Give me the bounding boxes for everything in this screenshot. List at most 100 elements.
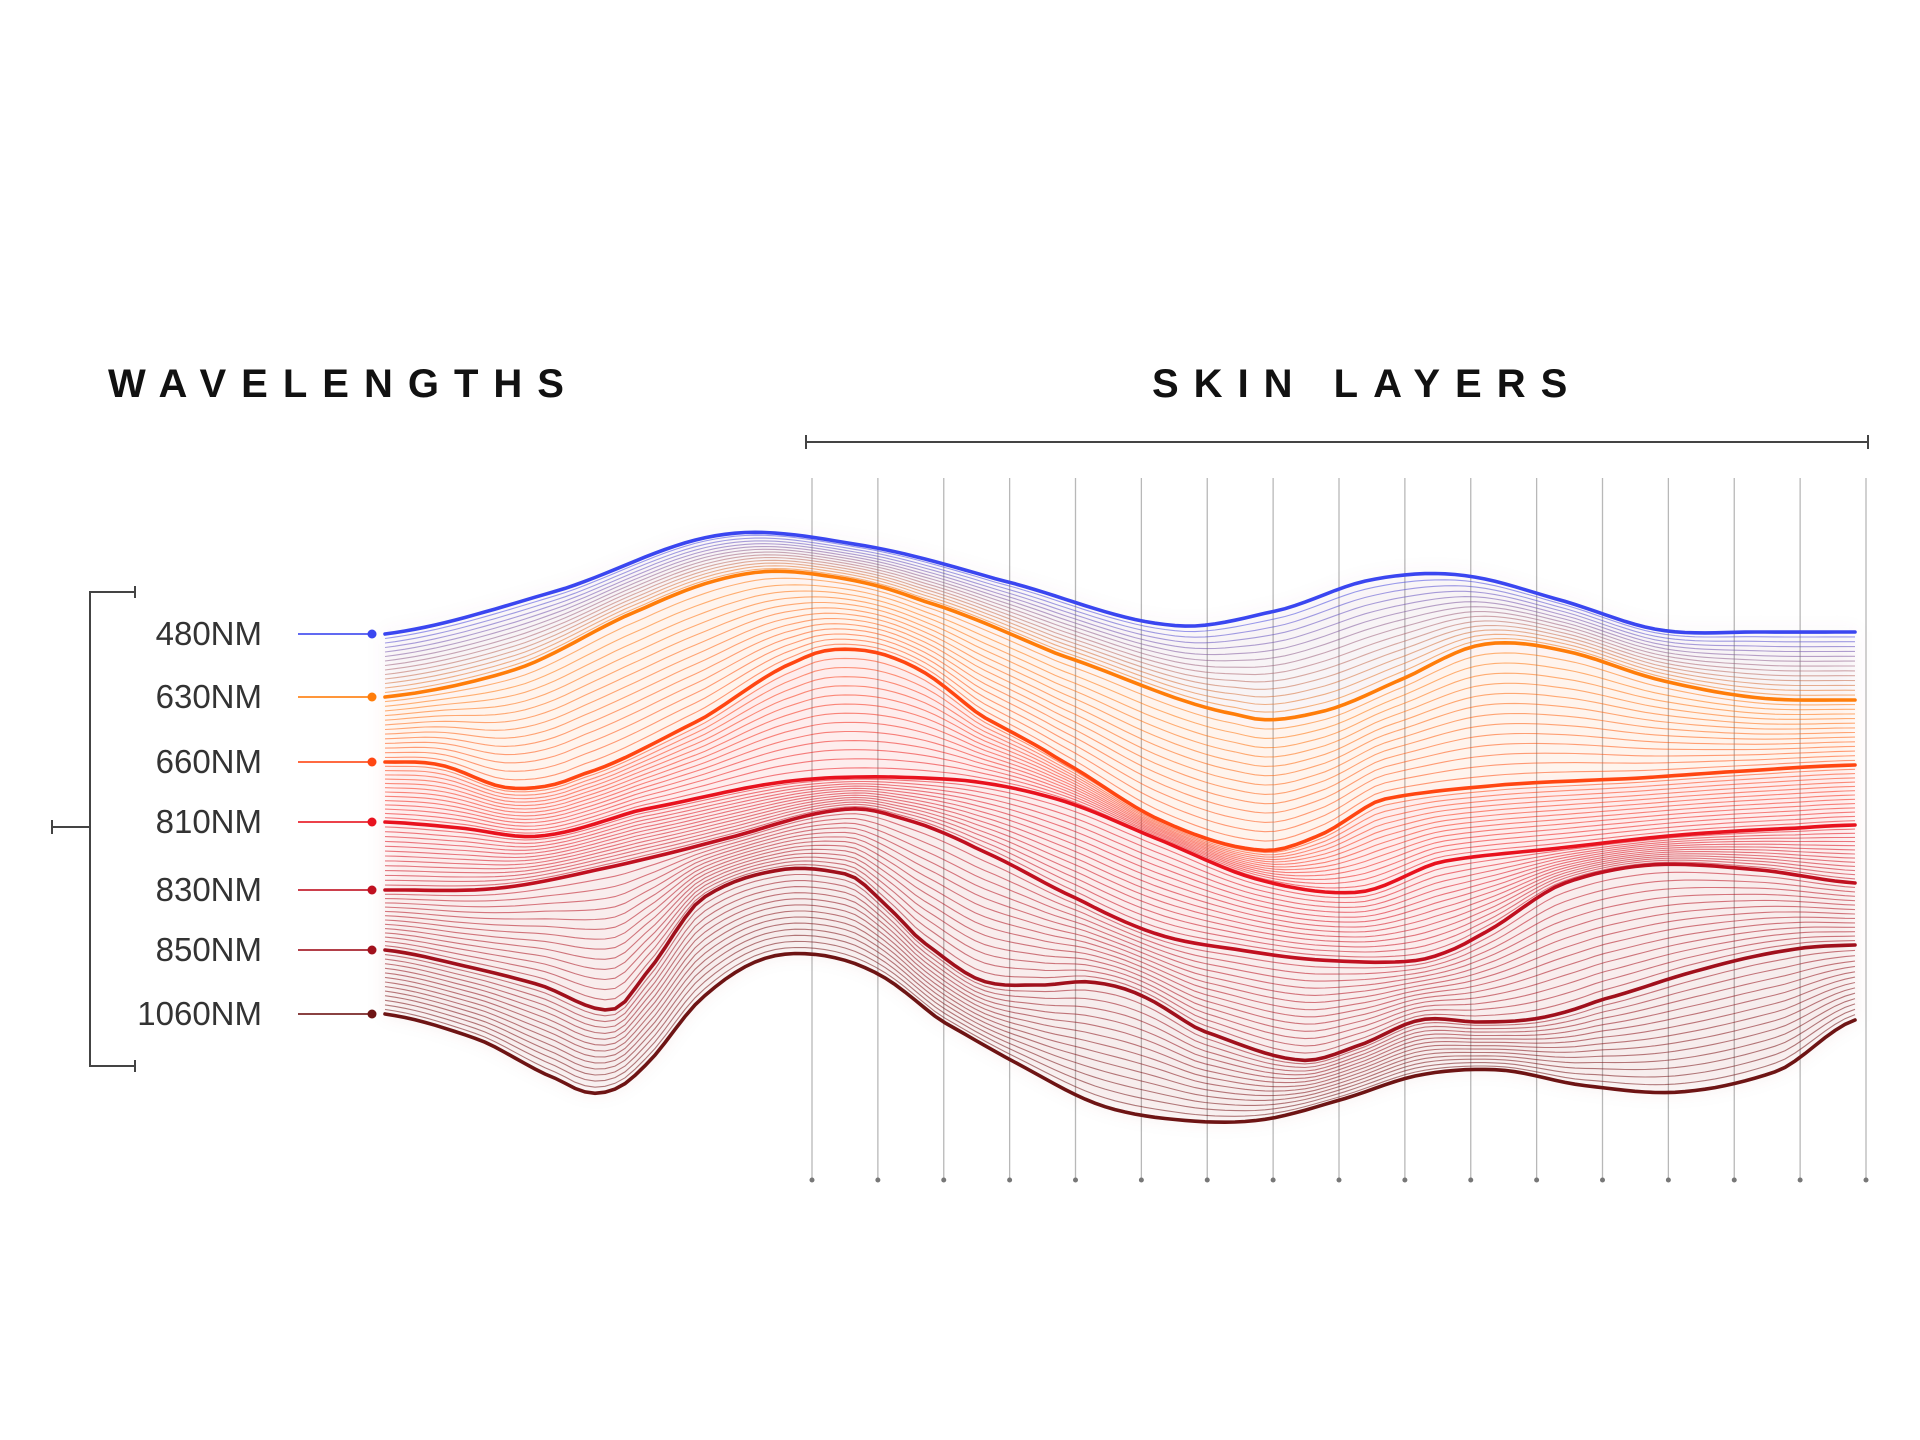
wave-line <box>384 873 1856 1065</box>
wave-line <box>384 787 1856 918</box>
wave-line <box>384 840 1856 1011</box>
wavelength-dot <box>367 629 377 639</box>
wave-line <box>384 916 1856 1092</box>
wave-line <box>384 796 1856 938</box>
wavelengths-heading: WAVELENGTHS <box>108 362 579 406</box>
wave-line <box>384 633 1856 823</box>
skin-layer-tick <box>1468 1177 1474 1183</box>
wave-line <box>384 805 1856 958</box>
wavelength-bracket <box>51 586 136 1072</box>
skin-layer-tick <box>809 1177 815 1183</box>
wave-line <box>384 628 1856 814</box>
wavelength-curve <box>383 530 1857 636</box>
wave-line <box>384 596 1855 758</box>
wave-line <box>384 557 1855 683</box>
wavelength-dot <box>367 692 377 702</box>
wave-line <box>384 852 1855 1032</box>
glow-band <box>385 532 1855 720</box>
wave-line <box>384 946 1856 1117</box>
wavelength-curve <box>383 774 1857 895</box>
wavelength-dot <box>367 945 377 955</box>
wave-line <box>384 934 1856 1106</box>
wave-line <box>384 534 1855 640</box>
wave-line <box>384 827 1856 989</box>
wave-line <box>384 928 1856 1101</box>
wave-line <box>384 783 1856 908</box>
wave-line <box>384 685 1856 861</box>
skin-layer-tick <box>1138 1177 1144 1183</box>
wave-line <box>385 813 1856 969</box>
wavelength-curve <box>383 951 1857 1125</box>
wave-line <box>384 886 1856 1072</box>
skin-layer-tick <box>1731 1177 1737 1183</box>
wave-line <box>384 666 1856 856</box>
wave-line <box>384 822 1856 982</box>
wave-line <box>385 643 1856 842</box>
wave-line <box>384 730 1856 874</box>
wavelength-label: 1060NM <box>137 995 262 1032</box>
wave-line <box>384 584 1855 739</box>
wave-line <box>384 780 1856 904</box>
wave-line <box>384 694 1856 863</box>
skin-layer-tick <box>1600 1177 1605 1183</box>
wave-line <box>384 590 1856 749</box>
wave-line <box>384 790 1856 923</box>
skin-layer-tick <box>1007 1177 1013 1183</box>
wave-line <box>384 548 1855 662</box>
wavelength-dot <box>367 1009 377 1019</box>
wavelength-curve <box>383 866 1857 1063</box>
wave-line <box>384 545 1855 658</box>
wave-line <box>384 559 1856 690</box>
glow-band <box>385 776 1855 963</box>
wave-line <box>384 799 1856 943</box>
wave-line <box>384 864 1856 1054</box>
wavelength-curve <box>383 569 1857 722</box>
wavelength-label: 830NM <box>156 871 262 908</box>
wave-line <box>384 856 1856 1040</box>
wave-line <box>384 676 1856 858</box>
wave-line <box>384 537 1855 644</box>
wave-line <box>384 817 1856 975</box>
wave-line <box>384 712 1856 868</box>
wave-line <box>384 601 1856 767</box>
wavelength-dot <box>367 885 377 895</box>
glow-band <box>385 649 1855 893</box>
wave-line <box>384 758 1856 885</box>
wave-line <box>384 898 1856 1080</box>
wave-line <box>384 554 1856 676</box>
wavelength-dot <box>367 817 377 827</box>
wavelength-label: 660NM <box>156 743 262 780</box>
wave-line <box>384 617 1856 795</box>
wave-line <box>384 778 1856 899</box>
wave-line <box>384 623 1856 805</box>
wave-line <box>384 904 1856 1084</box>
wave-line <box>384 749 1856 881</box>
wave-line <box>384 940 1856 1112</box>
wave-line <box>384 880 1856 1069</box>
wavelength-curve <box>383 647 1857 853</box>
skin-layers-bracket <box>805 435 1869 449</box>
wave-line <box>384 848 1856 1025</box>
wave-line <box>384 831 1856 996</box>
wave-line <box>384 612 1856 786</box>
wavelength-label: 630NM <box>156 678 262 715</box>
wave-line <box>384 638 1856 833</box>
skin-layer-tick <box>1073 1177 1078 1183</box>
wavelength-label: 810NM <box>156 803 262 840</box>
skin-layer-tick <box>1270 1177 1276 1183</box>
wave-line <box>384 801 1856 948</box>
skin-layer-tick <box>1402 1177 1408 1183</box>
wavelength-legend: 480NM 630NM 660NM 810NM 830NM 850NM 1060NM <box>137 615 377 1032</box>
wavelength-label: 850NM <box>156 931 262 968</box>
wave-line <box>384 551 1855 668</box>
wavelength-curve <box>383 806 1857 965</box>
skin-layer-tick <box>1534 1177 1540 1183</box>
wave-line <box>384 540 1855 649</box>
wave-line <box>384 740 1856 877</box>
wave-line <box>384 543 1855 653</box>
wave-line <box>384 562 1855 698</box>
skin-layers-heading: SKIN LAYERS <box>1152 362 1583 406</box>
wave-line <box>384 792 1856 928</box>
wave-line <box>384 785 1856 913</box>
